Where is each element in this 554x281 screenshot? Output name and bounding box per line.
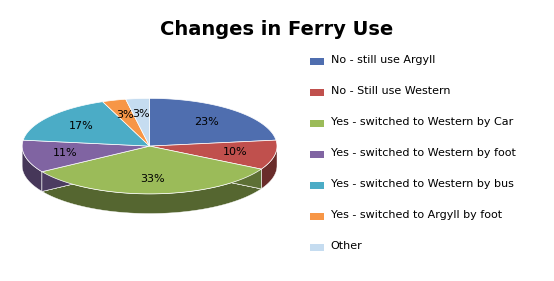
Text: No - still use Argyll: No - still use Argyll: [331, 55, 435, 65]
Polygon shape: [150, 140, 277, 169]
Polygon shape: [22, 140, 150, 172]
Polygon shape: [42, 146, 150, 191]
Polygon shape: [150, 98, 276, 146]
Polygon shape: [42, 169, 261, 214]
FancyBboxPatch shape: [310, 58, 324, 65]
FancyBboxPatch shape: [310, 151, 324, 158]
Text: Yes - switched to Argyll by foot: Yes - switched to Argyll by foot: [331, 210, 502, 220]
Text: No - Still use Western: No - Still use Western: [331, 86, 450, 96]
Polygon shape: [126, 98, 150, 146]
Text: Other: Other: [331, 241, 362, 251]
Text: 11%: 11%: [53, 148, 78, 158]
Polygon shape: [150, 146, 261, 189]
Polygon shape: [22, 146, 42, 191]
Polygon shape: [102, 99, 150, 146]
Polygon shape: [150, 146, 261, 189]
FancyBboxPatch shape: [310, 182, 324, 189]
Polygon shape: [23, 102, 150, 146]
Text: Changes in Ferry Use: Changes in Ferry Use: [160, 20, 394, 39]
FancyBboxPatch shape: [310, 120, 324, 127]
Text: 3%: 3%: [116, 110, 134, 120]
FancyBboxPatch shape: [310, 89, 324, 96]
Text: 33%: 33%: [140, 174, 165, 183]
Text: 17%: 17%: [69, 121, 94, 131]
Polygon shape: [261, 146, 277, 189]
Text: 3%: 3%: [132, 109, 150, 119]
FancyBboxPatch shape: [310, 244, 324, 251]
Polygon shape: [42, 146, 150, 191]
FancyBboxPatch shape: [310, 213, 324, 220]
Text: Yes - switched to Western by foot: Yes - switched to Western by foot: [331, 148, 516, 158]
Text: Yes - switched to Western by Car: Yes - switched to Western by Car: [331, 117, 513, 127]
Text: 10%: 10%: [222, 147, 247, 157]
Text: 23%: 23%: [194, 117, 219, 127]
Polygon shape: [42, 146, 261, 194]
Text: Yes - switched to Western by bus: Yes - switched to Western by bus: [331, 179, 514, 189]
